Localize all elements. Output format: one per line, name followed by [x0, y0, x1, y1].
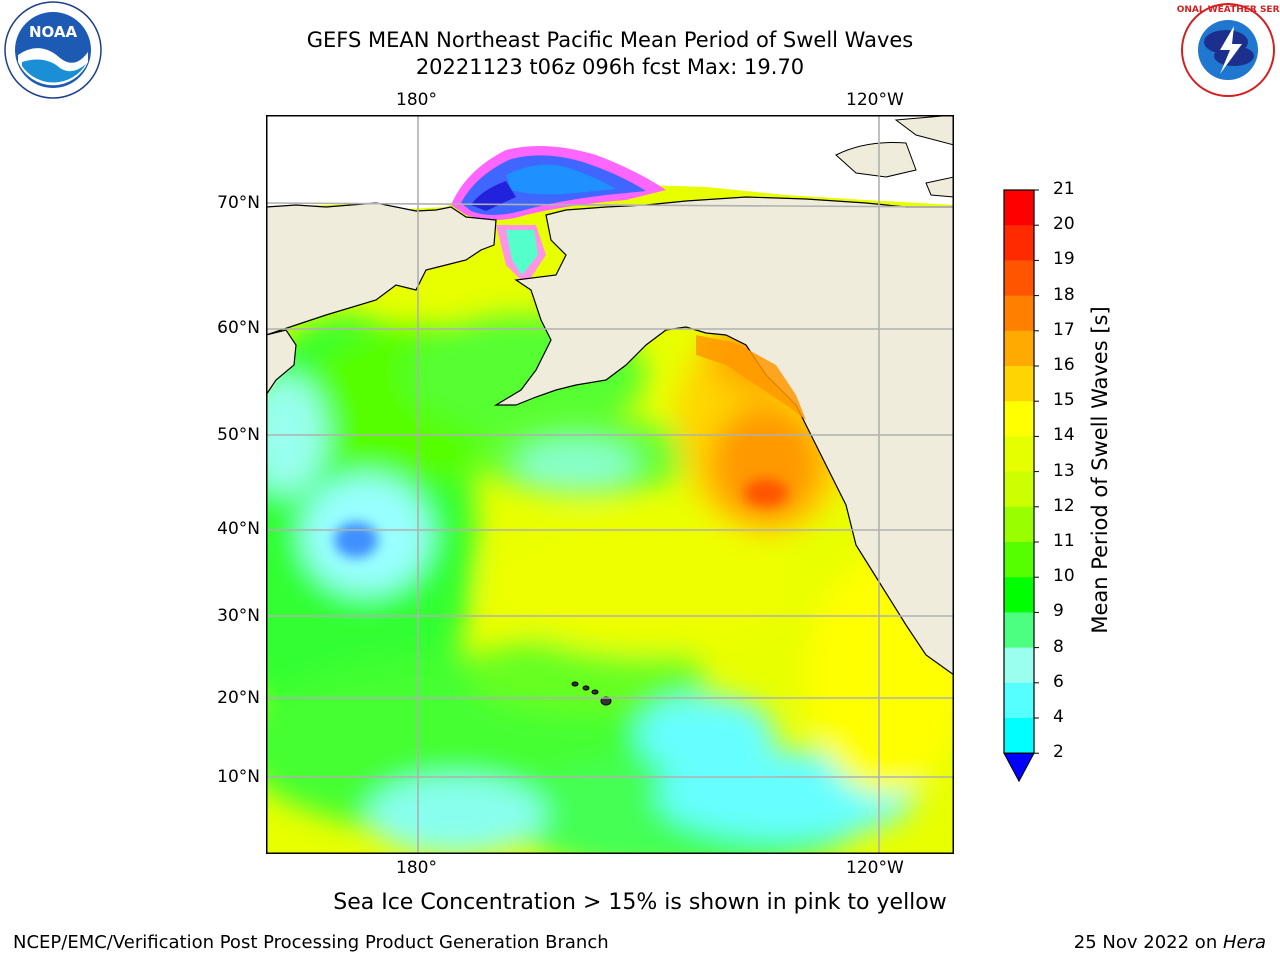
nws-logo: NATIONAL WEATHER SERVICE — [1176, 3, 1280, 97]
credit-date: 25 Nov 2022 on Hera — [1074, 932, 1266, 953]
map-frame — [266, 115, 954, 854]
noaa-logo: NOAA — [4, 1, 102, 99]
land-arctic-island-1 — [835, 142, 917, 178]
lon-label-bottom-120w: 120°W — [846, 858, 904, 878]
lat-label-60n: 60°N — [217, 318, 260, 338]
colorbar-tick-label: 21 — [1053, 179, 1075, 199]
colorbar-tick-label: 16 — [1053, 355, 1075, 375]
colorbar-tick-label: 20 — [1053, 214, 1075, 235]
lon-label-bottom-180: 180° — [396, 858, 437, 878]
lon-label-top-120w: 120°W — [846, 90, 904, 110]
credit-branch: NCEP/EMC/Verification Post Processing Pr… — [13, 932, 609, 953]
hawaiian-islands — [571, 681, 612, 706]
colorbar-segment — [1004, 260, 1034, 297]
colorbar-tick-label: 10 — [1053, 566, 1075, 587]
lat-label-50n: 50°N — [217, 425, 260, 445]
colorbar-segment — [1004, 330, 1034, 367]
colorbar-segment — [1004, 295, 1034, 332]
colorbar-tick-label: 4 — [1053, 707, 1064, 727]
colorbar-segment — [1004, 682, 1034, 719]
colorbar-tick-label: 14 — [1053, 425, 1075, 446]
swell-period-map — [266, 115, 954, 854]
colorbar-tick-label: 19 — [1053, 249, 1075, 270]
colorbar — [1003, 189, 1039, 783]
colorbar-extend-triangle — [1003, 752, 1035, 783]
colorbar-segment — [1004, 190, 1034, 226]
colorbar-tick-label: 8 — [1053, 636, 1064, 657]
colorbar-segment — [1004, 542, 1034, 578]
lon-label-top-180: 180° — [396, 90, 437, 110]
colorbar-segment — [1004, 577, 1034, 613]
colorbar-tick-label: 13 — [1053, 460, 1075, 481]
credit-date-text: 25 Nov 2022 on — [1073, 932, 1223, 953]
colorbar-tick-label: 11 — [1053, 531, 1075, 551]
colorbar-segment — [1004, 718, 1034, 754]
lat-label-30n: 30°N — [217, 606, 260, 626]
colorbar-tick-label: 18 — [1053, 284, 1075, 305]
sea-ice-note: Sea Ice Concentration > 15% is shown in … — [333, 890, 947, 915]
land-siberia — [266, 202, 497, 336]
noaa-logo-text: NOAA — [29, 23, 78, 41]
colorbar-tick-label: 15 — [1053, 390, 1075, 411]
land-kamchatka — [266, 329, 297, 397]
colorbar-segment — [1004, 366, 1034, 402]
colorbar-segment — [1004, 436, 1034, 473]
lat-label-10n: 10°N — [217, 767, 260, 787]
chart-subtitle: 20221123 t06z 096h fcst Max: 19.70 — [415, 55, 805, 79]
colorbar-tick-label: 17 — [1053, 319, 1075, 340]
land-arctic-island-3 — [925, 176, 954, 198]
colorbar-segment — [1004, 647, 1034, 684]
lat-label-20n: 20°N — [217, 688, 260, 708]
land-arctic-island-2 — [894, 115, 954, 146]
credit-machine: Hera — [1222, 932, 1266, 953]
colorbar-segment — [1004, 506, 1034, 543]
colorbar-title: Mean Period of Swell Waves [s] — [1088, 306, 1112, 634]
land-north-america — [493, 196, 954, 854]
lat-label-40n: 40°N — [217, 519, 260, 539]
low-period-pocket — [334, 522, 378, 558]
colorbar-segment — [1004, 225, 1034, 261]
colorbar-tick-label: 6 — [1053, 671, 1064, 692]
max-period-core — [744, 479, 788, 507]
colorbar-segment — [1004, 471, 1034, 508]
colorbar-tick-label: 12 — [1053, 495, 1075, 516]
colorbar-segment — [1004, 401, 1034, 437]
graticule — [266, 115, 954, 854]
colorbar-segment — [1004, 612, 1034, 649]
colorbar-tick-label: 2 — [1053, 742, 1064, 763]
nws-logo-ring-text: NATIONAL WEATHER SERVICE — [1176, 5, 1280, 15]
colorbar-tick-label: 9 — [1053, 601, 1064, 622]
chart-title: GEFS MEAN Northeast Pacific Mean Period … — [306, 28, 914, 52]
gulf-of-alaska-high-period — [696, 335, 806, 420]
lat-label-70n: 70°N — [217, 193, 260, 213]
